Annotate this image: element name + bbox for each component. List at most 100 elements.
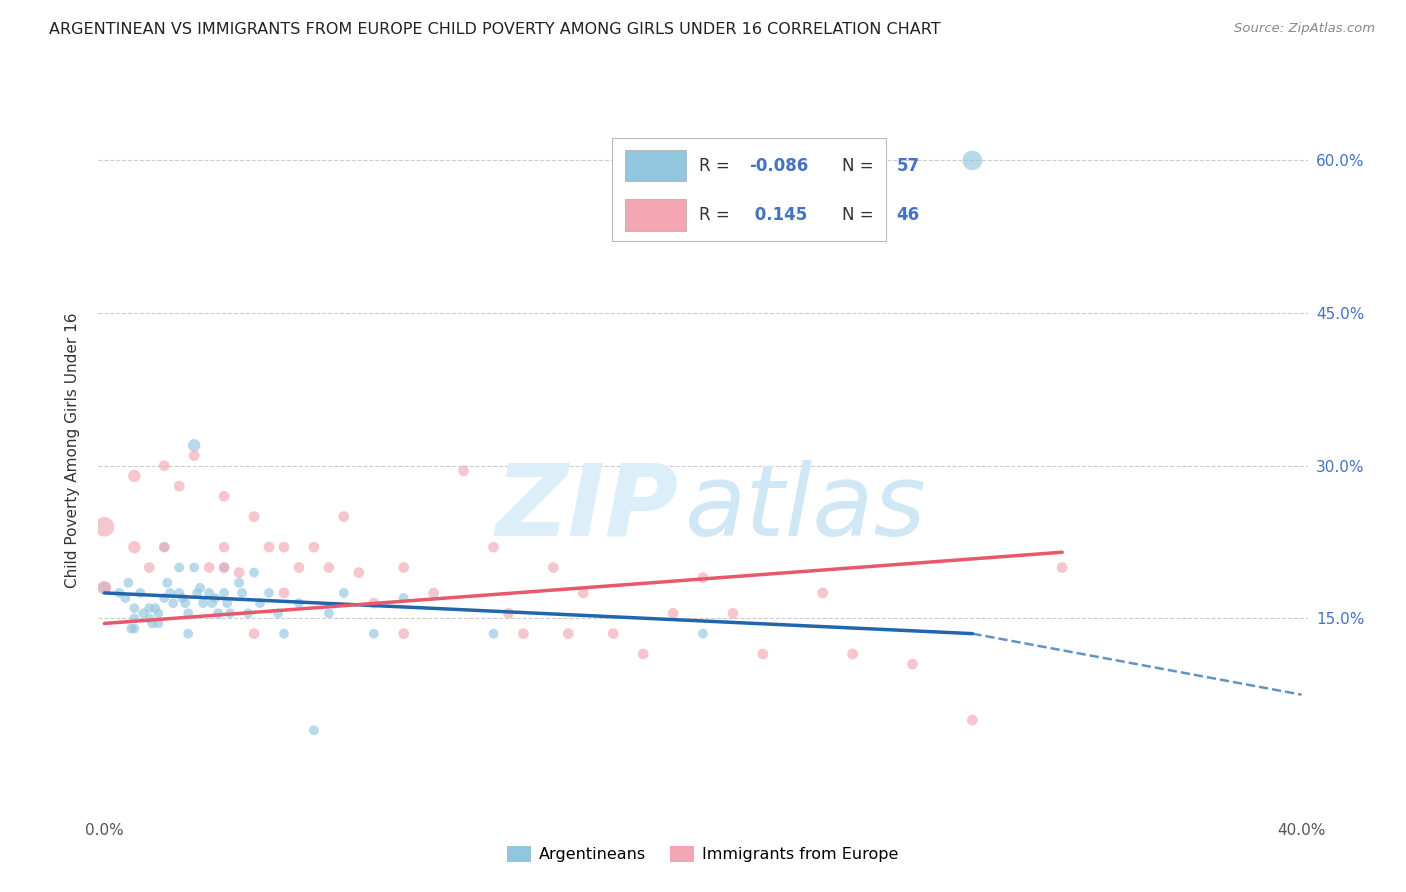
Point [124, 601, 146, 615]
Point [153, 540, 176, 554]
Point [392, 560, 415, 574]
Point [186, 586, 208, 600]
Point [120, 622, 142, 636]
Point [333, 586, 356, 600]
Point [257, 586, 280, 600]
Point [811, 586, 834, 600]
Point [273, 540, 295, 554]
Point [257, 540, 280, 554]
Point [249, 596, 271, 610]
Point [392, 626, 415, 640]
Point [204, 591, 226, 605]
Point [172, 591, 194, 605]
Point [1050, 560, 1073, 574]
Point [167, 560, 190, 574]
Point [363, 626, 385, 640]
Point [219, 607, 242, 621]
Point [512, 626, 534, 640]
Text: atlas: atlas [685, 459, 927, 557]
Point [148, 616, 170, 631]
Text: ARGENTINEAN VS IMMIGRANTS FROM EUROPE CHILD POVERTY AMONG GIRLS UNDER 16 CORRELA: ARGENTINEAN VS IMMIGRANTS FROM EUROPE CH… [49, 22, 941, 37]
Point [124, 611, 146, 625]
Point [243, 626, 266, 640]
Point [363, 596, 385, 610]
Point [167, 479, 190, 493]
Point [347, 566, 370, 580]
Point [962, 153, 984, 168]
Point [188, 581, 211, 595]
Point [228, 575, 250, 590]
Point [108, 586, 131, 600]
Point [267, 607, 290, 621]
Point [132, 607, 155, 621]
Text: R =: R = [699, 206, 735, 224]
Point [302, 723, 325, 738]
Point [318, 607, 340, 621]
Point [183, 449, 205, 463]
Point [557, 626, 579, 640]
Text: ZIP: ZIP [496, 459, 679, 557]
Point [333, 509, 356, 524]
Point [124, 540, 146, 554]
Point [124, 622, 146, 636]
Point [302, 540, 325, 554]
Point [841, 647, 863, 661]
Text: 0.145: 0.145 [748, 206, 807, 224]
Point [318, 560, 340, 574]
Point [114, 591, 136, 605]
Point [962, 713, 984, 727]
Point [174, 596, 197, 610]
Text: N =: N = [842, 157, 879, 175]
Point [631, 647, 654, 661]
Point [212, 489, 235, 503]
Point [217, 596, 239, 610]
Text: -0.086: -0.086 [748, 157, 808, 175]
Point [243, 566, 266, 580]
Point [138, 611, 160, 625]
Text: 46: 46 [897, 206, 920, 224]
Point [498, 607, 520, 621]
Point [692, 571, 714, 585]
Point [193, 596, 215, 610]
Point [143, 601, 166, 615]
Point [662, 607, 685, 621]
Point [288, 596, 311, 610]
Point [141, 616, 163, 631]
Point [901, 657, 924, 672]
Point [201, 596, 224, 610]
Point [752, 647, 775, 661]
Point [243, 509, 266, 524]
Point [167, 586, 190, 600]
Point [392, 591, 415, 605]
Point [602, 626, 624, 640]
Point [183, 438, 205, 452]
Point [212, 560, 235, 574]
Point [117, 575, 139, 590]
Text: R =: R = [699, 157, 735, 175]
Text: N =: N = [842, 206, 879, 224]
Point [453, 464, 475, 478]
Point [288, 560, 311, 574]
Point [198, 560, 221, 574]
Point [572, 586, 595, 600]
Point [228, 566, 250, 580]
Point [177, 626, 200, 640]
FancyBboxPatch shape [626, 150, 686, 181]
Point [93, 581, 115, 595]
Text: 57: 57 [897, 157, 920, 175]
Point [156, 575, 179, 590]
Text: Source: ZipAtlas.com: Source: ZipAtlas.com [1234, 22, 1375, 36]
Point [236, 607, 259, 621]
Point [138, 601, 160, 615]
Point [482, 540, 505, 554]
Point [129, 586, 152, 600]
Point [93, 581, 115, 595]
Point [177, 607, 200, 621]
Point [273, 626, 295, 640]
Point [138, 560, 160, 574]
Point [153, 591, 176, 605]
Legend: Argentineans, Immigrants from Europe: Argentineans, Immigrants from Europe [501, 839, 905, 869]
Point [162, 596, 184, 610]
Point [212, 540, 235, 554]
Point [273, 586, 295, 600]
